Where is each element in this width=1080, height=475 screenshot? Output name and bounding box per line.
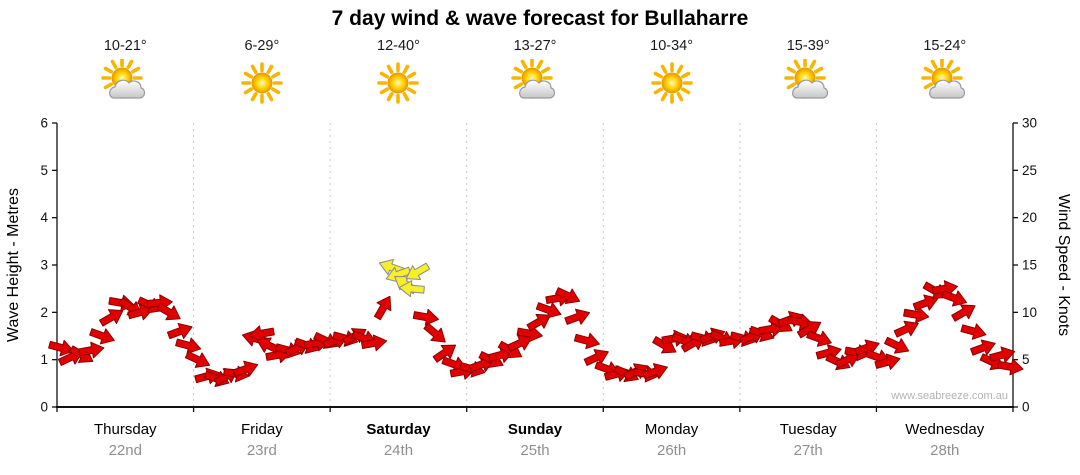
svg-text:20: 20 [1022, 210, 1037, 225]
day-header: 10-34° [603, 38, 740, 107]
weather-sun-cloud-icon [920, 57, 969, 107]
day-name: Sunday [507, 421, 563, 438]
day-header: 12-40° [330, 38, 467, 107]
svg-text:5: 5 [1022, 352, 1030, 367]
day-footers: Thursday 22nd Friday 23rd Saturday 24th … [57, 421, 1013, 459]
day-label: Sunday 25th [467, 421, 604, 459]
temperature-range: 10-21° [103, 38, 147, 54]
temperature-range: 10-34° [650, 38, 694, 54]
day-date: 27th [793, 442, 823, 459]
temperature-range: 15-39° [786, 38, 830, 54]
day-date: 24th [383, 442, 414, 459]
weather-sun-icon [648, 59, 696, 107]
day-label: Wednesday 28th [876, 421, 1013, 459]
day-header: 15-24° [876, 38, 1013, 107]
svg-text:30: 30 [1022, 116, 1037, 131]
day-header: 15-39° [740, 38, 877, 107]
day-header: 10-21° [57, 38, 194, 107]
temperature-range: 15-24° [923, 38, 967, 54]
day-date: 28th [930, 442, 960, 459]
svg-text:6: 6 [40, 116, 48, 131]
day-label: Saturday 24th [330, 421, 467, 459]
watermark: www.seabreeze.com.au [891, 390, 1008, 402]
svg-text:0: 0 [40, 400, 48, 415]
svg-text:5: 5 [40, 163, 48, 178]
weather-sun-cloud-icon [784, 57, 832, 107]
weather-sun-icon [374, 59, 422, 107]
day-date: 22nd [108, 442, 142, 459]
day-label: Tuesday 27th [740, 421, 877, 459]
svg-text:10: 10 [1022, 305, 1037, 320]
day-name: Thursday [94, 421, 157, 438]
day-name: Wednesday [905, 421, 985, 438]
day-label: Thursday 22nd [57, 421, 194, 459]
day-name: Monday [644, 421, 699, 438]
weather-sun-icon [238, 59, 286, 107]
page-title: 7 day wind & wave forecast for Bullaharr… [331, 7, 749, 30]
temperature-range: 13-27° [513, 38, 557, 54]
day-name: Friday [241, 421, 283, 438]
svg-text:15: 15 [1022, 258, 1037, 273]
day-label: Monday 26th [603, 421, 740, 459]
svg-text:0: 0 [1022, 400, 1030, 415]
weather-sun-cloud-icon [101, 57, 149, 107]
day-header: 13-27° [467, 38, 604, 107]
day-date: 23rd [246, 442, 277, 459]
day-name: Saturday [366, 421, 431, 438]
svg-text:25: 25 [1022, 163, 1037, 178]
day-date: 26th [657, 442, 687, 459]
temperature-range: 6-29° [244, 38, 280, 54]
day-name: Tuesday [779, 421, 837, 438]
day-headers: 10-21° 6-29° 12-40° 13-27° 10-34° 15-39°… [57, 38, 1013, 107]
day-header: 6-29° [194, 38, 331, 107]
weather-sun-cloud-icon [511, 57, 559, 107]
svg-text:4: 4 [40, 210, 48, 225]
svg-text:2: 2 [40, 305, 48, 320]
svg-text:1: 1 [40, 352, 48, 367]
temperature-range: 12-40° [377, 38, 420, 54]
day-label: Friday 23rd [194, 421, 331, 459]
day-date: 25th [520, 442, 550, 459]
svg-text:3: 3 [40, 258, 48, 273]
